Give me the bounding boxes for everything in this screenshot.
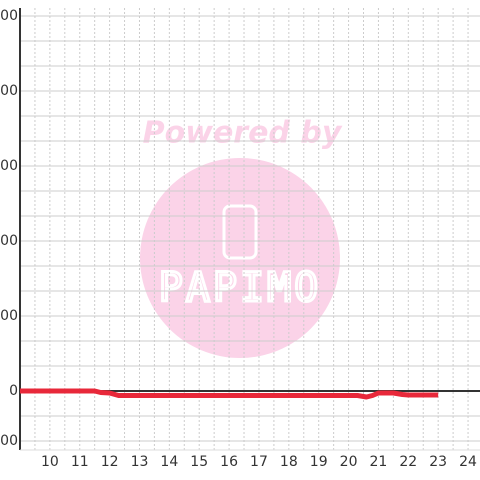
x-tick-label: 17 (250, 454, 268, 470)
y-tick-label: 90,000 (0, 158, 18, 174)
x-tick-label: 20 (340, 454, 358, 470)
watermark-text: Powered by (143, 116, 343, 151)
data-line (20, 388, 439, 400)
x-tick-label: 15 (190, 454, 208, 470)
x-tick-label: 24 (459, 454, 477, 470)
y-tick-label: 120,000 (0, 83, 18, 99)
watermark-logo: PAPIMO (159, 265, 322, 311)
x-tick-label: 18 (280, 454, 298, 470)
y-tick-label: 150,000 (0, 8, 18, 24)
x-tick-label: 12 (101, 454, 119, 470)
x-tick-label: 13 (131, 454, 149, 470)
x-tick-label: 19 (310, 454, 328, 470)
y-tick-label: -20,000 (0, 433, 18, 449)
y-tick-label: 0 (9, 383, 18, 399)
watermark-phone (222, 204, 258, 260)
x-tick-label: 16 (220, 454, 238, 470)
x-tick-label: 23 (429, 454, 447, 470)
x-tick-label: 10 (41, 454, 59, 470)
x-tick-label: 22 (399, 454, 417, 470)
x-tick-label: 14 (160, 454, 178, 470)
x-tick-label: 21 (370, 454, 388, 470)
y-tick-label: 60,000 (0, 233, 18, 249)
x-tick-label: 11 (71, 454, 89, 470)
y-tick-label: 30,000 (0, 308, 18, 324)
